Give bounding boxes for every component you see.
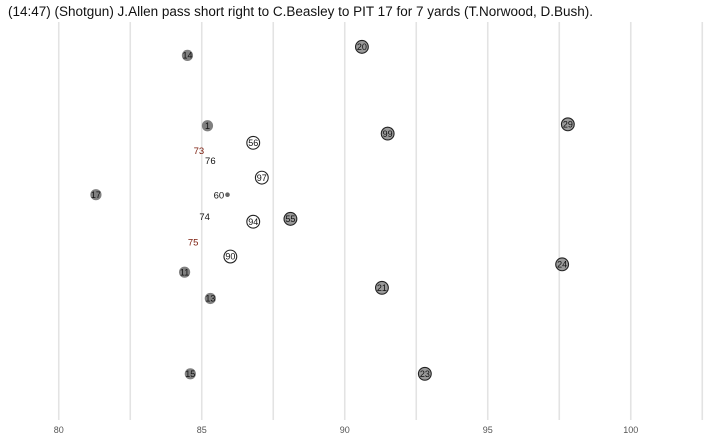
offense-marker [184,368,196,380]
x-axis-tick-labels: 80 85 90 95 100 [54,425,639,435]
offense-player: 13 [204,292,216,305]
offense-player: 15 [184,368,196,380]
player-number-label: 23 [420,369,430,379]
defense-marker [374,280,389,295]
defense-player: 29 [560,117,575,132]
player-number-label: 99 [383,129,393,139]
offense-player: 11 [178,266,191,278]
offense-marker [178,266,191,278]
player-number-label: 11 [180,267,189,277]
player-number-label: 60 [214,191,225,202]
player-number-label: 29 [563,120,573,130]
player-number-label: 56 [248,138,258,148]
defense-marker [283,211,298,226]
player-number-label: 97 [257,173,267,183]
player-number-label: 90 [225,252,235,262]
player-number-label: 73 [194,146,205,157]
defense-player: 55 [283,211,298,226]
player-number-label: 76 [205,156,216,167]
chart-title: (14:47) (Shotgun) J.Allen pass short rig… [8,4,594,19]
player-number-label: 24 [557,260,567,270]
offense-player: 14 [181,49,194,62]
offense-marker [181,49,194,62]
offense-marker [201,120,214,132]
defense-marker [560,117,575,132]
defense-marker [380,126,395,141]
player-number-label: 21 [377,283,387,293]
football-marker [225,192,230,198]
defensive-line-marker [254,170,269,185]
offense-marker [90,189,102,201]
defense-player: 21 [374,280,389,295]
gridlines [57,22,704,420]
offensive-line-player: 75 [188,238,199,249]
offensive-line-player: 60 [214,191,225,202]
defensive-line-marker [246,135,261,150]
defense-player: 24 [555,257,570,272]
defense-marker [555,257,570,272]
defensive-line-marker [223,249,238,264]
defensive-line-player: 90 [223,249,238,264]
x-tick-label: 95 [483,425,493,435]
defensive-line-player: 56 [246,135,261,150]
player-number-label: 20 [357,42,367,52]
ball-player [225,192,230,198]
player-number-label: 14 [182,51,192,61]
defensive-line-player: 97 [254,170,269,185]
player-number-label: 74 [199,212,210,223]
offensive-line-player: 74 [199,212,210,223]
defense-player: 99 [380,126,395,141]
player-number-label: 1 [205,121,210,131]
defense-player: 23 [417,366,432,381]
x-tick-label: 80 [54,425,64,435]
player-number-label: 15 [185,369,195,379]
offense-player: 1 [201,120,214,132]
x-tick-label: 85 [197,425,207,435]
player-number-label: 55 [285,214,295,224]
defense-marker [417,366,432,381]
offensive-line-player: 76 [205,156,216,167]
offensive-line-player: 73 [194,146,205,157]
player-number-label: 13 [205,294,215,304]
defensive-line-player: 94 [246,214,261,229]
offense-marker [204,292,216,305]
defense-marker [354,39,369,54]
player-number-label: 75 [188,238,199,249]
player-number-label: 94 [248,217,258,227]
x-tick-label: 90 [340,425,350,435]
defensive-line-marker [246,214,261,229]
defense-player: 20 [354,39,369,54]
offense-player: 17 [90,189,102,201]
player-number-label: 17 [91,190,101,200]
x-tick-label: 100 [623,425,638,435]
